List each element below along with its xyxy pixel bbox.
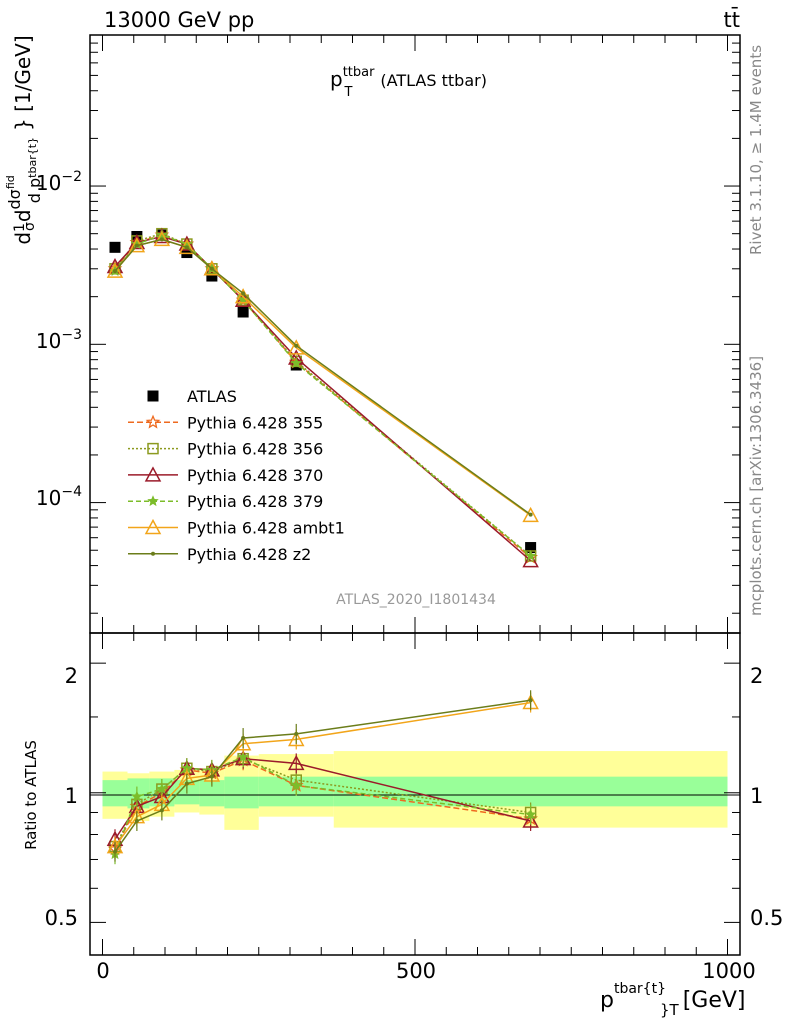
ratio-point bbox=[241, 736, 246, 741]
mcplots-label: mcplots.cern.ch [arXiv:1306.3436] bbox=[747, 356, 765, 616]
legend-entry: Pythia 6.428 z2 bbox=[128, 545, 311, 564]
data-point bbox=[131, 238, 143, 249]
ratio-point bbox=[237, 751, 249, 762]
data-point bbox=[241, 291, 246, 296]
header-energy: 13000 GeV pp bbox=[104, 8, 254, 32]
header-process: tt̄ bbox=[724, 7, 740, 32]
axis-ticks bbox=[90, 34, 740, 955]
ratio-point bbox=[159, 808, 164, 813]
ratio-point bbox=[184, 781, 189, 786]
legend-entry: Pythia 6.428 370 bbox=[128, 466, 323, 485]
upper-tick-1e-4: 10−4 bbox=[36, 484, 82, 510]
data-point bbox=[528, 512, 533, 517]
y-axis-label-lower: Ratio to ATLAS bbox=[22, 740, 40, 850]
data-point bbox=[181, 247, 193, 259]
data-point bbox=[522, 552, 539, 568]
legend-label: Pythia 6.428 355 bbox=[187, 413, 323, 432]
data-point bbox=[522, 506, 539, 523]
data-point bbox=[106, 262, 124, 278]
data-point bbox=[206, 270, 218, 282]
data-point bbox=[134, 243, 139, 248]
data-point bbox=[203, 260, 221, 276]
data-point bbox=[209, 266, 214, 271]
legend-label: Pythia 6.428 356 bbox=[187, 440, 323, 459]
ratio-point bbox=[287, 730, 305, 747]
x-tick-500: 500 bbox=[396, 959, 436, 983]
ratio-point bbox=[209, 774, 214, 779]
ratio-point bbox=[134, 818, 139, 823]
ratio-point bbox=[528, 698, 533, 703]
lower-tick-05-right: 0.5 bbox=[750, 906, 783, 930]
legend-label: ATLAS bbox=[187, 387, 237, 406]
ratio-line bbox=[114, 759, 531, 850]
series-line bbox=[114, 235, 532, 562]
ratio-point bbox=[524, 808, 537, 820]
ratio-point bbox=[156, 783, 168, 794]
lower-tick-2-right: 2 bbox=[750, 664, 763, 688]
svg-text:ptbar{t}}T[GeV]: ptbar{t}}T [GeV] bbox=[600, 981, 746, 1019]
data-point bbox=[159, 237, 164, 242]
ratio-point bbox=[131, 790, 143, 802]
upper-panel-frame bbox=[89, 34, 741, 634]
ratio-point bbox=[181, 762, 193, 774]
data-point bbox=[290, 357, 302, 368]
ratio-point bbox=[290, 779, 302, 791]
data-point bbox=[153, 230, 171, 247]
ratio-series bbox=[106, 690, 539, 865]
legend-entry: Pythia 6.428 ambt1 bbox=[128, 519, 345, 538]
series-z2 bbox=[113, 237, 533, 517]
ratio-point bbox=[522, 812, 539, 828]
ratio-point bbox=[113, 849, 117, 854]
legend-entry: ATLAS bbox=[147, 387, 237, 406]
legend-label: Pythia 6.428 370 bbox=[187, 466, 323, 485]
series-line bbox=[114, 238, 532, 516]
band-inner-segment bbox=[127, 778, 150, 809]
band-inner-segment bbox=[224, 776, 259, 809]
data-point bbox=[128, 233, 146, 250]
series-p370 bbox=[106, 227, 539, 568]
rivet-label: Rivet 3.1.10, ≥ 1.4M events bbox=[747, 45, 765, 255]
data-point bbox=[524, 550, 537, 561]
distribution-series bbox=[106, 227, 539, 568]
upper-tick-1e-3: 10−3 bbox=[36, 327, 82, 353]
data-point bbox=[184, 245, 189, 250]
band-inner-segment bbox=[333, 776, 728, 807]
series-line bbox=[114, 234, 532, 557]
data-point bbox=[237, 306, 249, 318]
legend: ATLAS Pythia 6.428 355 Pythia 6.428 356 Pyt… bbox=[128, 387, 345, 564]
lower-tick-1-left: 1 bbox=[65, 784, 78, 808]
lower-tick-1-right: 1 bbox=[750, 784, 763, 808]
plot-title: pttbar T(ATLAS ttbar) bbox=[330, 65, 487, 100]
data-point bbox=[109, 241, 121, 253]
legend-label: Pythia 6.428 ambt1 bbox=[187, 519, 345, 538]
legend-label: Pythia 6.428 z2 bbox=[187, 545, 311, 564]
uncertainty-bands bbox=[102, 751, 728, 830]
data-point bbox=[113, 269, 117, 274]
x-tick-0: 0 bbox=[96, 959, 109, 983]
legend-entry: Pythia 6.428 355 bbox=[128, 413, 323, 432]
lower-tick-2-left: 2 bbox=[65, 664, 78, 688]
ratio-z2 bbox=[113, 690, 533, 862]
lower-tick-05-left: 0.5 bbox=[45, 906, 78, 930]
y-axis-label-upper: d1σddσfid d ptbar{t}} [1/GeV] bbox=[4, 35, 44, 244]
data-point bbox=[525, 542, 537, 554]
ratio-point bbox=[294, 731, 299, 736]
ratio-line bbox=[114, 701, 531, 848]
legend-entry: Pythia 6.428 356 bbox=[128, 440, 323, 459]
ratio-point bbox=[287, 754, 305, 771]
ratio-line bbox=[114, 699, 531, 853]
series-p355 bbox=[107, 227, 538, 564]
upper-tick-1e-2: 10−2 bbox=[36, 169, 82, 195]
ratio-line bbox=[114, 757, 531, 847]
band-inner-segment bbox=[102, 780, 128, 807]
legend-entry: Pythia 6.428 379 bbox=[128, 492, 323, 511]
legend-label: Pythia 6.428 379 bbox=[187, 492, 323, 511]
data-point bbox=[294, 343, 299, 348]
x-tick-1000: 1000 bbox=[702, 959, 755, 983]
x-axis-label: ptbar{t}}T [GeV] bbox=[600, 981, 746, 1019]
analysis-id: ATLAS_2020_I1801434 bbox=[336, 592, 496, 608]
